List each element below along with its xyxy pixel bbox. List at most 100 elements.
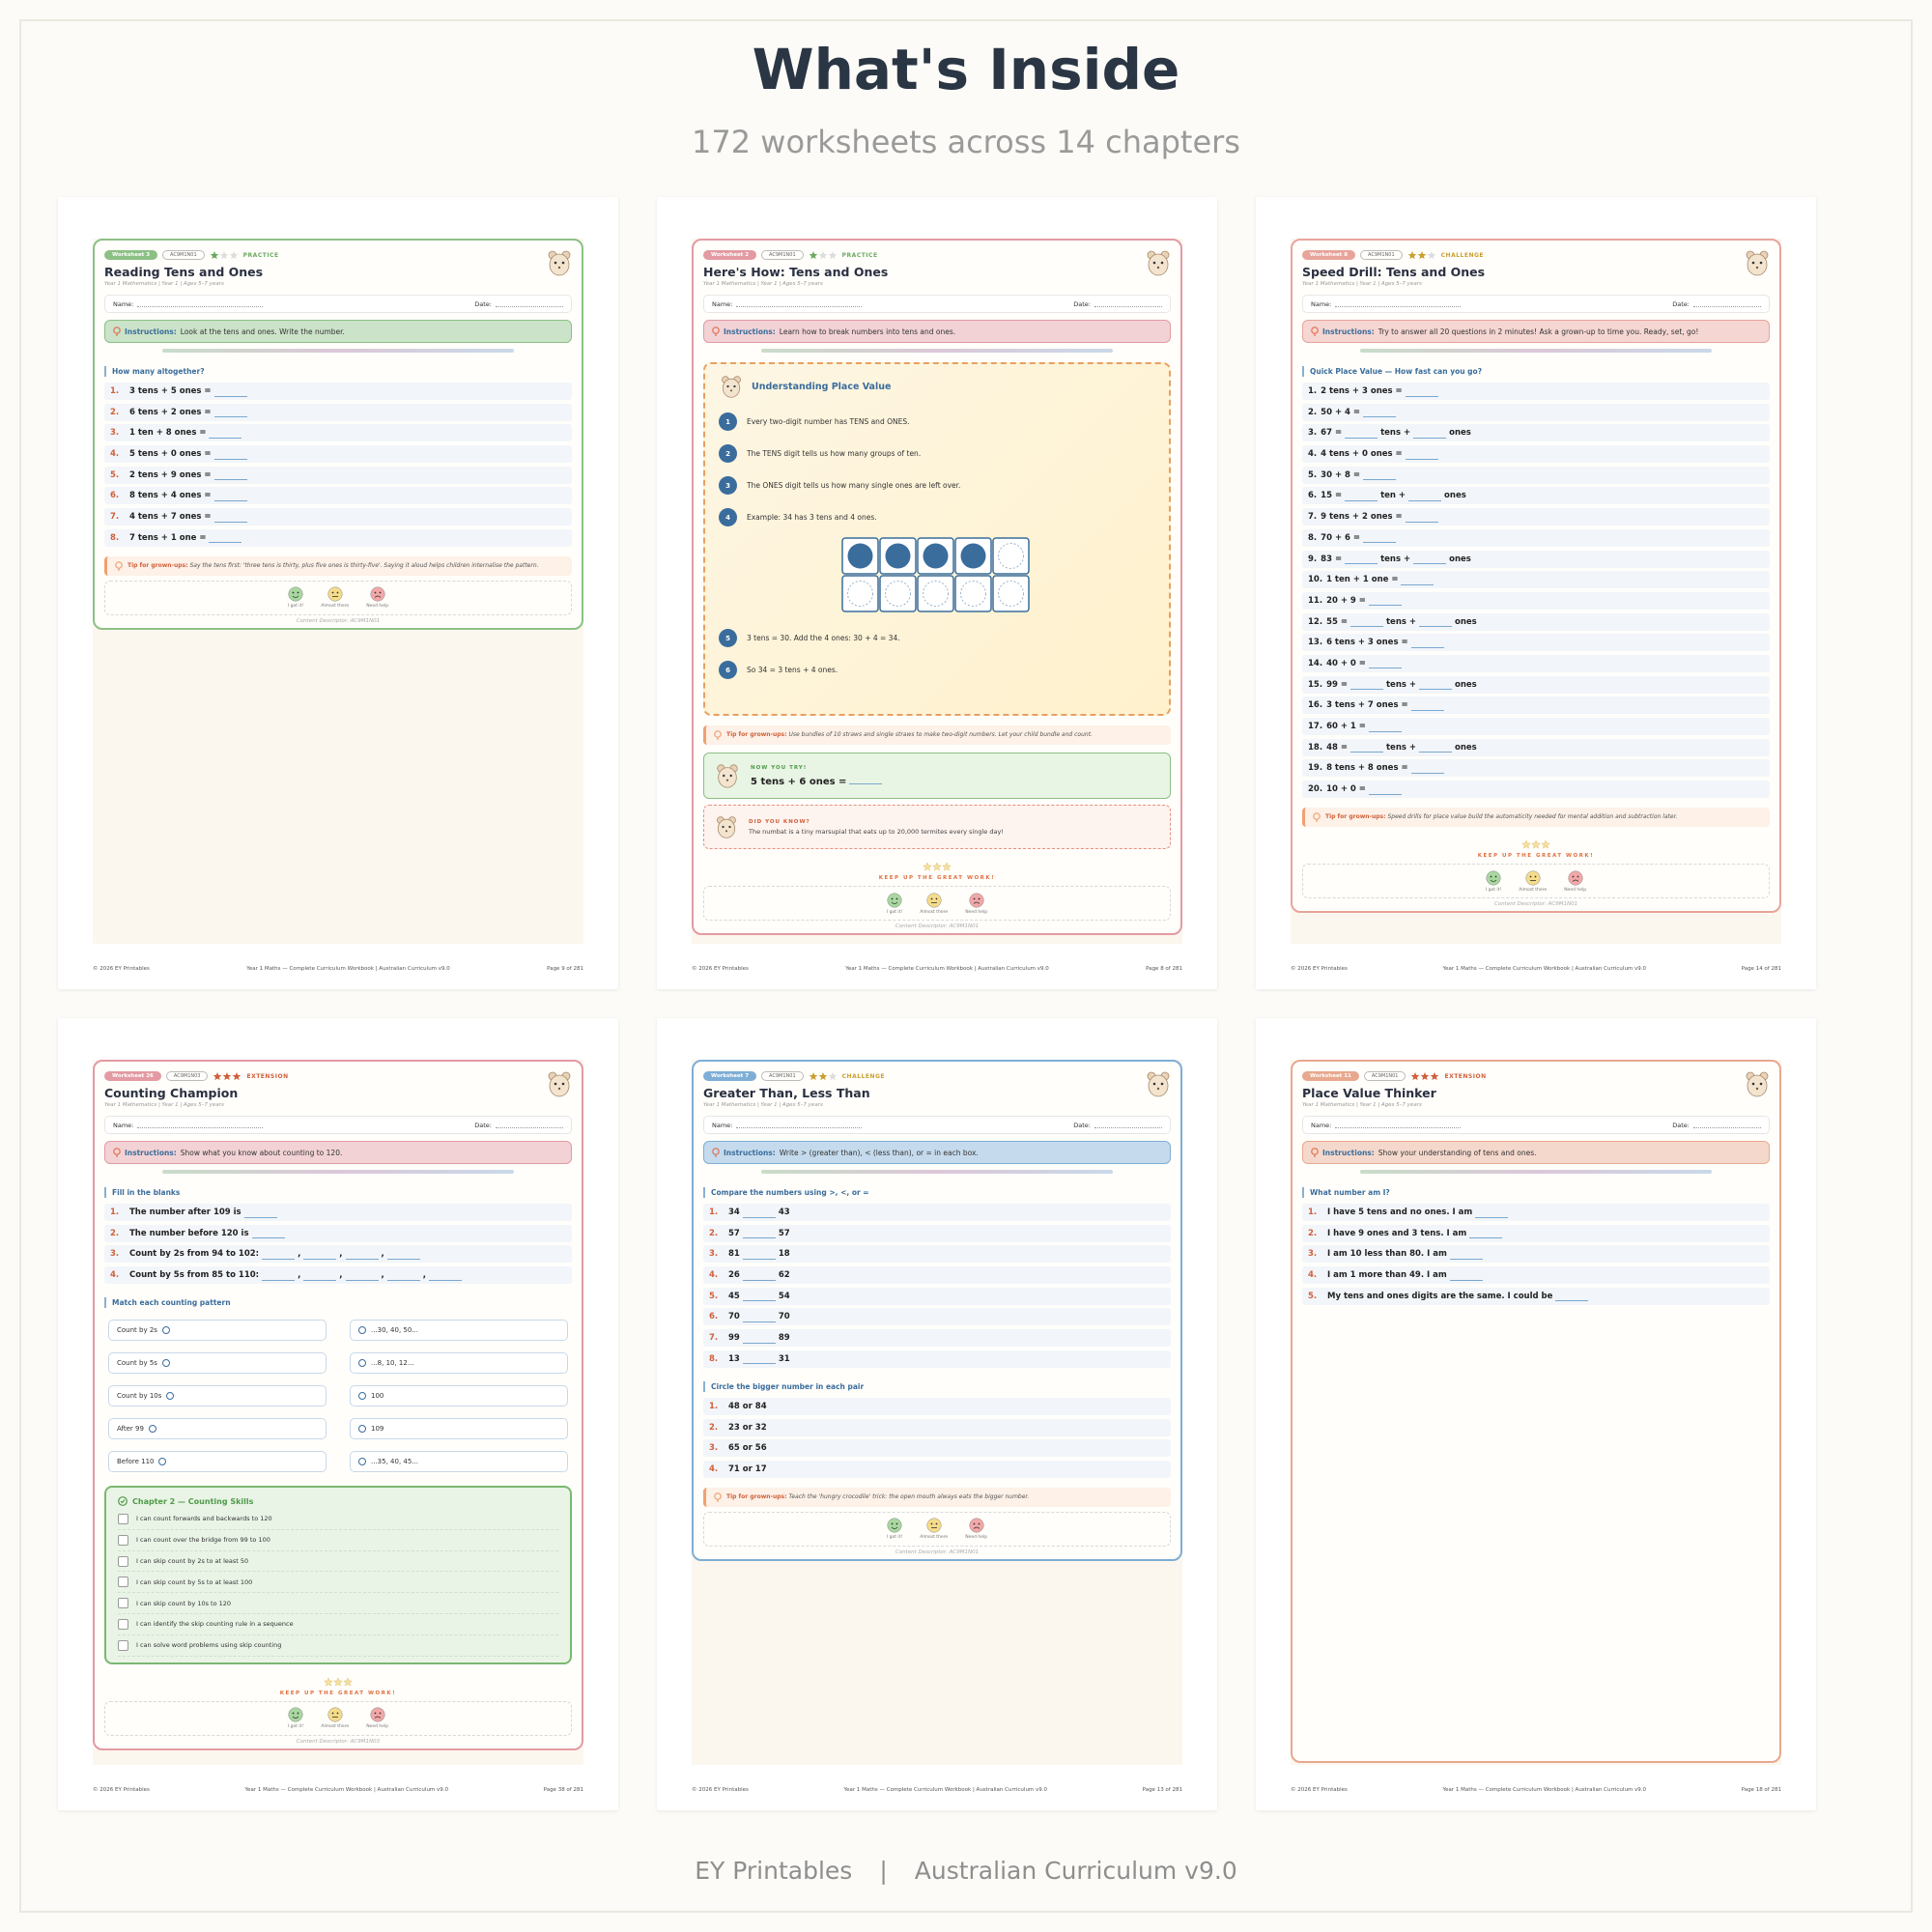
answer-blank bbox=[213, 491, 247, 501]
page-subtitle: 172 worksheets across 14 chapters bbox=[692, 124, 1240, 160]
feedback-option[interactable]: Need help bbox=[366, 586, 388, 609]
item-row: 4. Count by 5s from 85 to 110:,,,, bbox=[104, 1266, 572, 1285]
tip-label: Tip for grown-ups: bbox=[128, 561, 188, 569]
answer-blank bbox=[345, 1270, 379, 1281]
feedback-option[interactable]: I got it! bbox=[886, 892, 903, 915]
item-number: 19. bbox=[1308, 763, 1323, 774]
item-number: 9. bbox=[1308, 554, 1318, 564]
instructions-text: Look at the tens and ones. Write the num… bbox=[180, 327, 345, 336]
feedback-option[interactable]: I got it! bbox=[288, 1707, 303, 1729]
answer-blank bbox=[1449, 1249, 1483, 1260]
section-heading: Compare the numbers using >, <, or = bbox=[703, 1187, 1171, 1198]
match-text: 109 bbox=[371, 1425, 384, 1434]
eye bbox=[973, 1522, 976, 1525]
answer-blank bbox=[213, 512, 247, 523]
match-right: ...8, 10, 12... bbox=[350, 1352, 568, 1375]
mascot-eye bbox=[726, 384, 729, 388]
answer-blank bbox=[209, 532, 242, 544]
feedback-label: I got it! bbox=[886, 1535, 903, 1541]
mascot-eye bbox=[561, 261, 565, 265]
feedback-option[interactable]: Almost there bbox=[920, 892, 948, 915]
face-icon bbox=[969, 892, 984, 908]
face bbox=[969, 892, 984, 908]
keep-up-text: KEEP UP THE GREAT WORK! bbox=[878, 875, 996, 881]
mouth bbox=[973, 901, 980, 904]
item-text: 57 bbox=[728, 1228, 740, 1238]
lesson-step: 6 So 34 = 3 tens + 4 ones. bbox=[719, 661, 1155, 679]
keep-up-stars bbox=[1521, 839, 1550, 849]
mascot-eye bbox=[1152, 261, 1156, 265]
item-row: 13. 6 tens + 3 ones = bbox=[1302, 634, 1770, 652]
mascot bbox=[717, 816, 736, 838]
empty-counter bbox=[923, 581, 949, 607]
name-line bbox=[137, 1122, 264, 1128]
feedback-option[interactable]: I got it! bbox=[887, 1518, 902, 1540]
item-row: 1. 34 43 bbox=[703, 1204, 1171, 1221]
match-dot bbox=[158, 1458, 167, 1466]
mascot-eye bbox=[1751, 1082, 1755, 1086]
item-row: 2. 50 + 4 = bbox=[1302, 403, 1770, 421]
match-dot bbox=[358, 1326, 366, 1335]
answer-blank bbox=[1469, 1228, 1503, 1239]
answer-blank bbox=[742, 1228, 776, 1239]
item-row: 2. 6 tens + 2 ones = bbox=[104, 403, 572, 421]
tip-body: Tip for grown-ups: Speed drills for plac… bbox=[1325, 812, 1677, 822]
copyright: © 2026 EY Printables bbox=[93, 1787, 150, 1793]
feedback-option[interactable]: Need help bbox=[1564, 870, 1586, 893]
item-row: 1. I have 5 tens and no ones. I am bbox=[1302, 1204, 1770, 1221]
face-icon bbox=[887, 892, 902, 908]
feedback-option[interactable]: Almost there bbox=[1519, 870, 1547, 893]
item-text: ones bbox=[1455, 742, 1477, 753]
answer-blank bbox=[742, 1333, 776, 1344]
item-row: 3. 1 ten + 8 ones = bbox=[104, 424, 572, 442]
item-text: 6 tens + 3 ones = bbox=[1326, 638, 1408, 648]
worksheet-badge: Worksheet 11 bbox=[1302, 1071, 1359, 1081]
item-row: 8. 13 31 bbox=[703, 1350, 1171, 1368]
eye bbox=[336, 1712, 339, 1715]
difficulty-star bbox=[213, 1072, 222, 1081]
feedback-option[interactable]: Need help bbox=[965, 1518, 987, 1540]
item-text: 8 tens + 4 ones = bbox=[129, 491, 212, 501]
feedback-option[interactable]: Need help bbox=[366, 1707, 388, 1729]
empty-counter bbox=[998, 543, 1024, 569]
feedback-option[interactable]: Almost there bbox=[321, 1707, 349, 1729]
section-heading: Circle the bigger number in each pair bbox=[703, 1380, 1171, 1392]
answer-blank bbox=[213, 469, 247, 481]
match-dot bbox=[148, 1425, 156, 1434]
item-text: 62 bbox=[778, 1270, 790, 1281]
answer-blank bbox=[1449, 1270, 1483, 1281]
item-text: ones bbox=[1449, 428, 1471, 439]
item-row: 4. 71 or 17 bbox=[703, 1460, 1171, 1478]
worksheet-title: Speed Drill: Tens and Ones bbox=[1302, 265, 1486, 279]
feedback-option[interactable]: I got it! bbox=[288, 586, 303, 609]
name-row: Name: Date: bbox=[703, 295, 1171, 313]
feedback-label: Almost there bbox=[321, 1724, 350, 1730]
keep-up-star bbox=[932, 862, 942, 871]
item-text: , bbox=[422, 1270, 426, 1281]
worksheet-subtitle: Year 1 Mathematics | Year 1 | Ages 5–7 y… bbox=[703, 281, 823, 287]
item-number: 7. bbox=[709, 1333, 719, 1344]
face bbox=[288, 586, 303, 602]
workbook-title: Year 1 Maths — Complete Curriculum Workb… bbox=[246, 966, 450, 972]
did-you-know: DID YOU KNOW? The numbat is a tiny marsup… bbox=[703, 805, 1171, 849]
item-number: 1. bbox=[709, 1208, 719, 1217]
feedback-option[interactable]: Almost there bbox=[321, 586, 349, 609]
item-text: My tens and ones digits are the same. I … bbox=[1327, 1291, 1553, 1301]
content-descriptor: Content Descriptor: AC9M1N01 bbox=[1493, 901, 1578, 908]
item-row: 8. 7 tens + 1 one = bbox=[104, 528, 572, 547]
item-text: Count by 2s from 94 to 102: bbox=[129, 1249, 260, 1260]
feedback-label: I got it! bbox=[886, 909, 903, 915]
feedback-option[interactable]: I got it! bbox=[1486, 870, 1501, 893]
item-number: 15. bbox=[1308, 679, 1323, 690]
feedback-label: Need help bbox=[366, 1724, 389, 1730]
keep-up-star bbox=[343, 1676, 353, 1687]
feedback-option[interactable]: Need help bbox=[965, 892, 987, 915]
worksheet-card: Worksheet 3 AC9M1N01 PRACTICE Reading Tens … bbox=[93, 239, 583, 630]
descriptor-code: AC9M1N01 bbox=[1363, 1071, 1406, 1081]
fact-label: DID YOU KNOW? bbox=[749, 818, 810, 825]
feedback-option[interactable]: Almost there bbox=[920, 1518, 948, 1540]
item-text: 2 tens + 3 ones = bbox=[1321, 386, 1403, 396]
eye bbox=[297, 1712, 299, 1715]
mascot bbox=[717, 764, 738, 788]
answer-blank bbox=[1350, 742, 1383, 753]
